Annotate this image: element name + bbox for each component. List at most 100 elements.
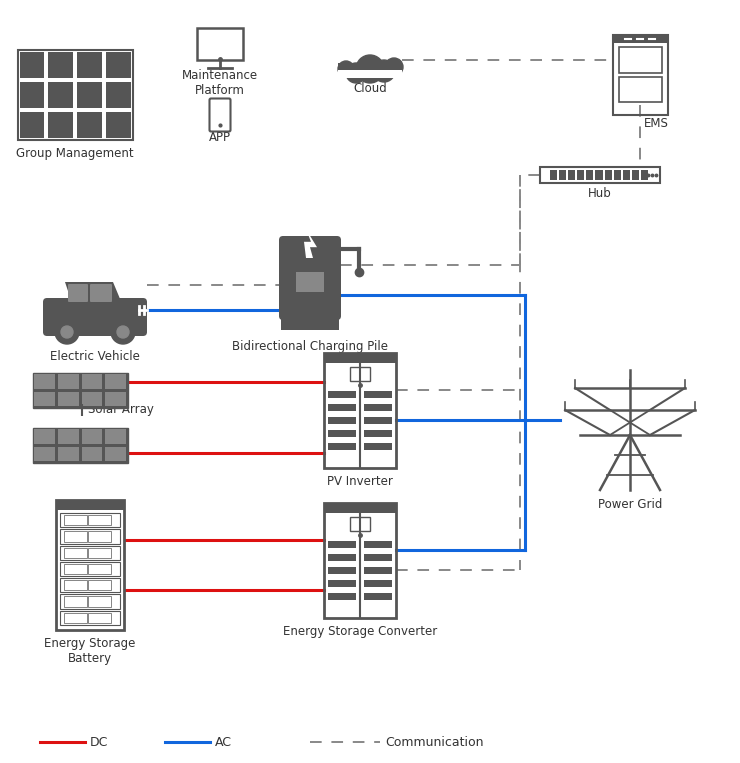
FancyBboxPatch shape <box>328 443 356 449</box>
FancyBboxPatch shape <box>106 112 130 138</box>
FancyBboxPatch shape <box>623 170 630 180</box>
Text: Bidirectional Charging Pile: Bidirectional Charging Pile <box>232 340 388 353</box>
FancyBboxPatch shape <box>58 429 78 443</box>
Circle shape <box>356 55 384 83</box>
Text: PV Inverter: PV Inverter <box>327 475 393 488</box>
FancyBboxPatch shape <box>48 82 73 108</box>
FancyBboxPatch shape <box>106 52 130 78</box>
FancyBboxPatch shape <box>105 446 126 461</box>
Text: Solar Array: Solar Array <box>88 404 154 417</box>
FancyBboxPatch shape <box>364 593 392 600</box>
FancyBboxPatch shape <box>613 170 621 180</box>
Circle shape <box>61 326 73 338</box>
FancyBboxPatch shape <box>33 372 127 407</box>
Circle shape <box>117 326 129 338</box>
Text: Energy Storage
Battery: Energy Storage Battery <box>44 637 135 665</box>
FancyBboxPatch shape <box>58 374 78 388</box>
Text: Cloud: Cloud <box>353 82 387 95</box>
FancyBboxPatch shape <box>613 35 667 43</box>
FancyBboxPatch shape <box>105 391 126 406</box>
FancyBboxPatch shape <box>77 52 102 78</box>
FancyBboxPatch shape <box>324 503 396 513</box>
Text: Communication: Communication <box>385 736 483 749</box>
FancyBboxPatch shape <box>81 446 102 461</box>
Text: Hub: Hub <box>588 187 612 200</box>
FancyBboxPatch shape <box>364 430 392 436</box>
Text: Energy Storage Converter: Energy Storage Converter <box>283 625 437 638</box>
Text: DC: DC <box>90 736 108 749</box>
Text: Power Grid: Power Grid <box>598 498 662 511</box>
FancyBboxPatch shape <box>77 82 102 108</box>
FancyBboxPatch shape <box>56 500 124 510</box>
Text: EMS: EMS <box>644 117 669 130</box>
FancyBboxPatch shape <box>328 417 356 423</box>
FancyBboxPatch shape <box>586 170 593 180</box>
FancyBboxPatch shape <box>106 82 130 108</box>
Circle shape <box>55 320 79 344</box>
Polygon shape <box>65 282 123 306</box>
FancyBboxPatch shape <box>81 374 102 388</box>
FancyBboxPatch shape <box>58 391 78 406</box>
FancyBboxPatch shape <box>34 391 55 406</box>
Circle shape <box>373 60 395 82</box>
FancyBboxPatch shape <box>33 427 127 462</box>
FancyBboxPatch shape <box>364 417 392 423</box>
FancyBboxPatch shape <box>364 553 392 561</box>
Text: Electric Vehicle: Electric Vehicle <box>50 350 140 363</box>
FancyBboxPatch shape <box>281 312 339 330</box>
FancyBboxPatch shape <box>641 170 648 180</box>
FancyBboxPatch shape <box>81 429 102 443</box>
Circle shape <box>111 320 135 344</box>
FancyBboxPatch shape <box>81 391 102 406</box>
FancyBboxPatch shape <box>296 272 324 291</box>
Text: Maintenance
Platform: Maintenance Platform <box>182 69 258 97</box>
FancyBboxPatch shape <box>338 70 402 78</box>
FancyBboxPatch shape <box>364 540 392 548</box>
FancyBboxPatch shape <box>364 404 392 410</box>
FancyBboxPatch shape <box>105 429 126 443</box>
FancyBboxPatch shape <box>68 284 88 302</box>
FancyBboxPatch shape <box>328 404 356 410</box>
FancyBboxPatch shape <box>550 170 557 180</box>
FancyBboxPatch shape <box>19 112 44 138</box>
FancyBboxPatch shape <box>34 429 55 443</box>
Circle shape <box>346 63 366 83</box>
FancyBboxPatch shape <box>279 236 341 320</box>
FancyBboxPatch shape <box>58 446 78 461</box>
FancyBboxPatch shape <box>596 170 602 180</box>
FancyBboxPatch shape <box>328 430 356 436</box>
FancyBboxPatch shape <box>328 391 356 398</box>
FancyBboxPatch shape <box>328 566 356 574</box>
Polygon shape <box>304 229 317 258</box>
FancyBboxPatch shape <box>19 82 44 108</box>
Text: Group Management: Group Management <box>16 147 134 160</box>
FancyBboxPatch shape <box>328 593 356 600</box>
FancyBboxPatch shape <box>105 374 126 388</box>
FancyBboxPatch shape <box>48 112 73 138</box>
FancyBboxPatch shape <box>559 170 566 180</box>
FancyBboxPatch shape <box>605 170 612 180</box>
FancyBboxPatch shape <box>324 353 396 362</box>
Text: AC: AC <box>215 736 232 749</box>
FancyBboxPatch shape <box>328 580 356 587</box>
FancyBboxPatch shape <box>632 170 639 180</box>
Text: APP: APP <box>209 131 231 144</box>
FancyBboxPatch shape <box>19 52 44 78</box>
FancyBboxPatch shape <box>328 553 356 561</box>
FancyBboxPatch shape <box>568 170 575 180</box>
FancyBboxPatch shape <box>43 298 147 336</box>
FancyBboxPatch shape <box>34 374 55 388</box>
FancyBboxPatch shape <box>364 443 392 449</box>
FancyBboxPatch shape <box>364 566 392 574</box>
FancyBboxPatch shape <box>338 63 402 75</box>
Circle shape <box>385 58 403 76</box>
FancyBboxPatch shape <box>34 446 55 461</box>
FancyBboxPatch shape <box>90 284 112 302</box>
FancyBboxPatch shape <box>577 170 585 180</box>
FancyBboxPatch shape <box>48 52 73 78</box>
FancyBboxPatch shape <box>328 540 356 548</box>
FancyBboxPatch shape <box>364 391 392 398</box>
Circle shape <box>338 61 354 77</box>
FancyBboxPatch shape <box>77 112 102 138</box>
FancyBboxPatch shape <box>364 580 392 587</box>
